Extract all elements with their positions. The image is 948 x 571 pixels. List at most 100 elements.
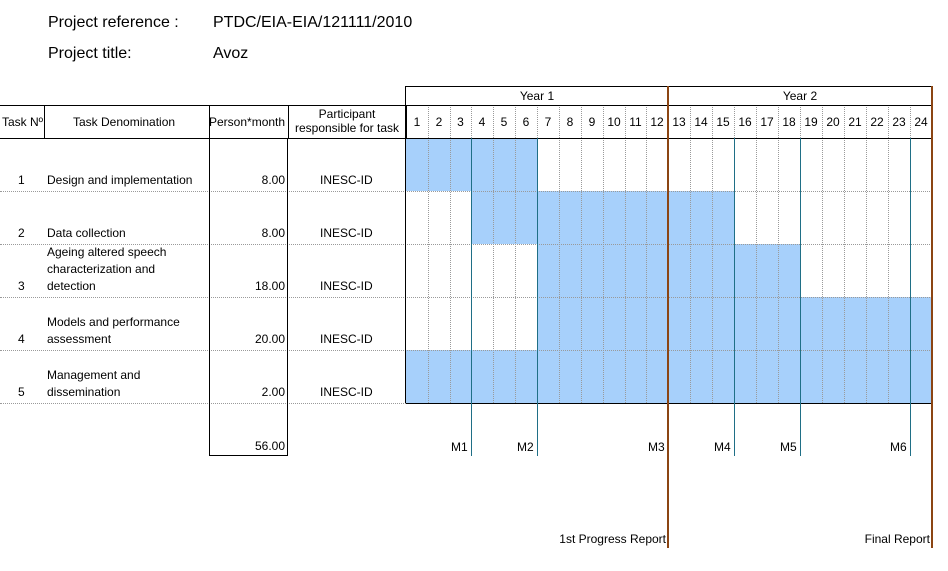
month-gridline (581, 138, 582, 403)
row-gridline (0, 244, 932, 245)
month-label: 12 (650, 115, 664, 129)
milestone-label: M5 (780, 440, 797, 454)
grid-left-border (405, 86, 406, 403)
month-header-gridline (756, 105, 757, 138)
month-label: 24 (914, 115, 928, 129)
task-participant: INESC-ID (320, 173, 373, 187)
milestone-line (537, 138, 538, 456)
task-participant: INESC-ID (320, 226, 373, 240)
month-label: 8 (566, 115, 574, 129)
month-gridline (493, 138, 494, 403)
month-gridline (822, 138, 823, 403)
month-header-gridline (493, 105, 494, 138)
task-name: Ageing altered speech (47, 245, 167, 259)
month-header-gridline (581, 105, 582, 138)
month-label: 13 (672, 115, 686, 129)
month-header-gridline (559, 105, 560, 138)
column-border (209, 105, 210, 138)
month-header-gridline (778, 105, 779, 138)
month-header-gridline (471, 105, 472, 138)
month-label: 20 (826, 115, 840, 129)
task-name: Models and performance (47, 315, 180, 329)
milestone-line (910, 138, 911, 456)
task-name: detection (47, 279, 96, 293)
month-gridline (603, 138, 604, 403)
month-label: 22 (870, 115, 884, 129)
task-person-month: 18.00 (254, 279, 285, 293)
month-gridline (515, 138, 516, 403)
month-label: 11 (629, 115, 642, 129)
year-header-bottom (406, 105, 932, 106)
month-header-bottom (406, 138, 932, 139)
task-5-bar (406, 350, 932, 403)
month-header-gridline (537, 105, 538, 138)
month-header-gridline (734, 105, 735, 138)
month-header-gridline (646, 105, 647, 138)
task-number: 2 (18, 226, 25, 240)
milestone-label: M2 (517, 440, 534, 454)
month-gridline (559, 138, 560, 403)
month-header-gridline (866, 105, 867, 138)
header-task-denomination: Task Denomination (73, 115, 176, 129)
milestone-label: M4 (714, 440, 731, 454)
milestone-line (734, 138, 735, 456)
month-gridline (844, 138, 845, 403)
month-label: 21 (848, 115, 862, 129)
milestone-label: M3 (648, 440, 665, 454)
milestone-label: M6 (890, 440, 907, 454)
month-label: 5 (500, 115, 508, 129)
month-gridline (756, 138, 757, 403)
report-label: Final Report (864, 532, 930, 546)
total-box-bottom (209, 455, 288, 456)
task-number: 4 (18, 332, 25, 346)
task-number: 3 (18, 279, 25, 293)
month-gridline (690, 138, 691, 403)
column-border (288, 105, 289, 138)
month-header-gridline (690, 105, 691, 138)
year-1-label: Year 1 (519, 89, 555, 103)
project-reference-label: Project reference : (48, 14, 179, 31)
month-label: 6 (522, 115, 530, 129)
task-name: Design and implementation (47, 173, 193, 187)
task-number: 1 (18, 173, 25, 187)
milestone-line (471, 138, 472, 456)
row-gridline (0, 350, 932, 351)
project-title-label: Project title: (48, 45, 132, 62)
month-gridline (866, 138, 867, 403)
column-border (44, 105, 45, 138)
month-header-gridline (515, 105, 516, 138)
month-label: 2 (435, 115, 443, 129)
task-person-month: 20.00 (254, 332, 285, 346)
month-label: 3 (457, 115, 464, 129)
month-label: 16 (738, 115, 752, 129)
report-line (667, 86, 669, 548)
task-participant: INESC-ID (320, 332, 373, 346)
report-line (931, 86, 933, 548)
month-label: 1 (413, 115, 421, 129)
month-gridline (428, 138, 429, 403)
month-label: 17 (760, 115, 774, 129)
header-person-month: Person*month (209, 115, 286, 129)
year-header-top (406, 86, 932, 87)
month-gridline (888, 138, 889, 403)
report-label: 1st Progress Report (559, 532, 666, 546)
header-border (0, 138, 406, 139)
month-gridline (712, 138, 713, 403)
month-gridline (646, 138, 647, 403)
total-box-right (287, 403, 288, 455)
row-gridline (0, 297, 932, 298)
month-header-gridline (844, 105, 845, 138)
header-task-no: Task Nº (2, 115, 44, 129)
milestone-label: M1 (451, 440, 468, 454)
month-header-gridline (450, 105, 451, 138)
project-title-value: Avoz (213, 45, 249, 62)
month-header-gridline (888, 105, 889, 138)
task-person-month: 8.00 (261, 226, 285, 240)
task-name: Data collection (47, 226, 126, 240)
task-person-month: 2.00 (261, 385, 285, 399)
total-person-month: 56.00 (254, 439, 285, 453)
column-border (406, 105, 407, 138)
month-label: 23 (892, 115, 906, 129)
month-label: 18 (782, 115, 796, 129)
